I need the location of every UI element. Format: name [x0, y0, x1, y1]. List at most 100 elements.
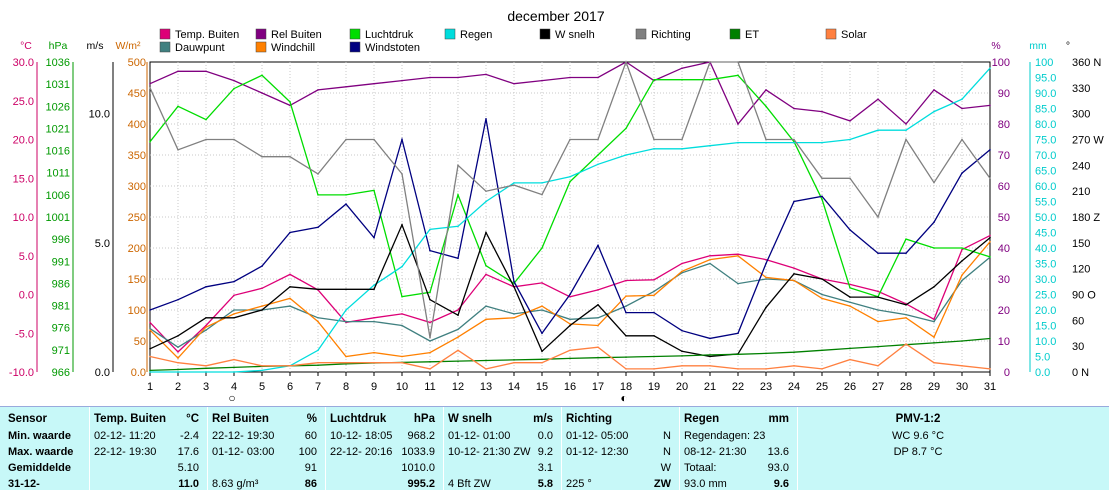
- rain-axis-unit: mm: [1029, 40, 1047, 52]
- rain-tick-label: 75.0: [1035, 135, 1056, 147]
- data-point: [709, 337, 711, 340]
- legend-label: Richting: [651, 29, 691, 41]
- x-tick-label: 8: [343, 381, 349, 393]
- data-point: [989, 236, 991, 239]
- data-point: [345, 363, 347, 365]
- data-point: [989, 67, 991, 69]
- hum-tick-label: 10: [998, 336, 1010, 348]
- dir-tick-label: 120: [1072, 264, 1090, 276]
- legend-swatch: [825, 28, 837, 40]
- data-point: [569, 296, 571, 298]
- legend-label: Solar: [841, 29, 867, 41]
- data-point: [625, 279, 627, 282]
- data-point: [765, 89, 767, 91]
- data-point: [653, 368, 655, 370]
- wind-max-dt: 10-12- 21:30 ZW: [448, 446, 531, 458]
- baro-tick-label: 1021: [46, 123, 70, 135]
- data-point: [177, 368, 179, 371]
- temp-min-dt: 02-12- 11:20: [94, 430, 156, 442]
- x-tick-label: 6: [287, 381, 293, 393]
- hum-tick-label: 100: [992, 57, 1010, 69]
- row-max-label: Max. waarde: [8, 446, 74, 458]
- x-tick-label: 27: [872, 381, 884, 393]
- data-point: [961, 365, 963, 367]
- data-point: [737, 332, 739, 335]
- data-point: [345, 309, 347, 311]
- legend-swatch: [159, 41, 171, 53]
- data-point: [849, 138, 851, 141]
- data-point: [401, 173, 403, 175]
- temp-max-dt: 22-12- 19:30: [94, 446, 157, 458]
- baro-min-dt: 10-12- 18:05: [330, 430, 393, 442]
- header-sensor: Sensor: [8, 413, 47, 425]
- data-point: [933, 110, 935, 113]
- data-point: [149, 140, 151, 143]
- baro-min: 968.2: [407, 430, 435, 442]
- data-point: [625, 368, 627, 370]
- data-point: [345, 320, 347, 323]
- rain-tick-label: 10.0: [1035, 336, 1056, 348]
- moon-phase-icon: ◐: [620, 391, 627, 405]
- dir-tick-label: 180 Z: [1072, 212, 1100, 224]
- data-point: [597, 163, 599, 166]
- hum-min-dt: 22-12- 19:30: [212, 430, 275, 442]
- data-point: [569, 175, 571, 178]
- dir-last-label: 225 °: [566, 478, 592, 490]
- dir-tick-label: 60: [1072, 315, 1084, 327]
- data-point: [345, 361, 347, 364]
- hum-tick-label: 60: [998, 181, 1010, 193]
- data-point: [485, 318, 487, 321]
- unit-temp: °C: [186, 413, 199, 425]
- rain-tick-label: 65.0: [1035, 166, 1056, 178]
- data-point: [961, 279, 963, 282]
- data-point: [289, 297, 291, 300]
- data-point: [961, 340, 963, 342]
- x-tick-label: 4: [231, 381, 237, 393]
- baro-tick-label: 1031: [46, 79, 70, 91]
- x-tick-label: 2: [175, 381, 181, 393]
- rain-last: 9.6: [773, 478, 789, 490]
- temp-tick-label: 10.0: [13, 212, 34, 224]
- legend-label: Temp. Buiten: [175, 29, 239, 41]
- dir-axis-unit: °: [1066, 40, 1070, 52]
- legend-label: W snelh: [555, 29, 595, 41]
- row-avg-label: Gemiddelde: [8, 462, 71, 474]
- baro-avg: 1010.0: [401, 462, 435, 474]
- data-point: [233, 79, 235, 82]
- x-tick-label: 13: [480, 381, 492, 393]
- data-point: [513, 82, 515, 85]
- data-point: [429, 298, 431, 301]
- data-point: [905, 316, 907, 319]
- data-point: [961, 138, 963, 141]
- data-point: [457, 314, 459, 316]
- legend-swatch: [635, 28, 647, 40]
- data-point: [457, 257, 459, 260]
- data-point: [821, 368, 823, 370]
- data-point: [653, 148, 655, 150]
- data-point: [261, 309, 263, 311]
- data-point: [513, 184, 515, 186]
- legend-label: Luchtdruk: [365, 29, 414, 41]
- data-point: [289, 101, 291, 103]
- data-point: [625, 305, 627, 307]
- data-point: [849, 301, 851, 304]
- hum-tick-label: 40: [998, 243, 1010, 255]
- solar-tick-label: 450: [128, 88, 146, 100]
- wind-tick-label: 10.0: [89, 109, 110, 121]
- x-tick-label: 25: [816, 381, 828, 393]
- temp-axis-unit: °C: [20, 40, 32, 52]
- summary-table: Sensor Min. waarde Max. waarde Gemiddeld…: [0, 406, 1109, 490]
- data-point: [793, 279, 795, 282]
- temp-avg: 5.10: [177, 462, 199, 474]
- data-point: [513, 313, 515, 315]
- hum-tick-label: 90: [998, 88, 1010, 100]
- data-point: [821, 141, 823, 144]
- dir-tick-label: 270 W: [1072, 135, 1104, 147]
- data-point: [205, 118, 207, 121]
- data-point: [317, 364, 319, 366]
- x-tick-label: 7: [315, 381, 321, 393]
- data-point: [597, 304, 599, 306]
- wind-max: 9.2: [537, 446, 553, 458]
- data-point: [989, 337, 991, 340]
